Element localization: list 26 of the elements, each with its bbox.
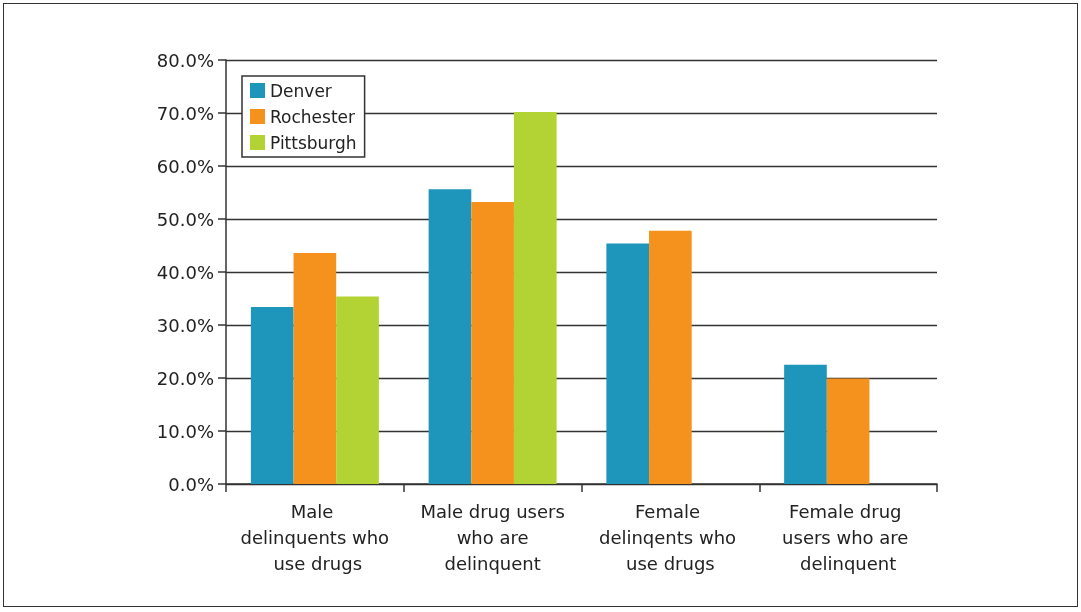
x-tick-label: Female delinqents who use drugs	[598, 500, 742, 574]
y-tick-label: 40.0%	[156, 261, 214, 283]
bar	[336, 296, 379, 484]
y-tick-label: 80.0%	[156, 49, 214, 71]
legend-label: Rochester	[270, 106, 356, 127]
bar	[606, 243, 650, 484]
bar	[826, 378, 870, 484]
y-tick-label: 60.0%	[156, 155, 214, 177]
y-tick-label: 20.0%	[156, 367, 214, 389]
legend-label: Denver	[270, 80, 332, 101]
x-tick-label: Male delinquents who use drugs	[240, 500, 390, 574]
y-tick-label: 70.0%	[156, 102, 214, 124]
x-tick-label: Female drug users who are delinquent	[782, 500, 915, 574]
bar	[250, 306, 294, 484]
y-tick-label: 30.0%	[156, 314, 214, 336]
bar	[513, 111, 557, 484]
legend-label: Pittsburgh	[270, 132, 357, 153]
x-tick-label: Male drug users who are delinquent	[420, 500, 565, 574]
bar	[649, 230, 692, 484]
y-tick-label: 50.0%	[156, 208, 214, 230]
bar	[293, 252, 337, 484]
y-tick-label: 10.0%	[156, 420, 214, 442]
bar	[471, 202, 514, 484]
y-tick-label: 0.0%	[168, 473, 214, 495]
bar	[784, 364, 827, 484]
bar	[428, 189, 472, 484]
